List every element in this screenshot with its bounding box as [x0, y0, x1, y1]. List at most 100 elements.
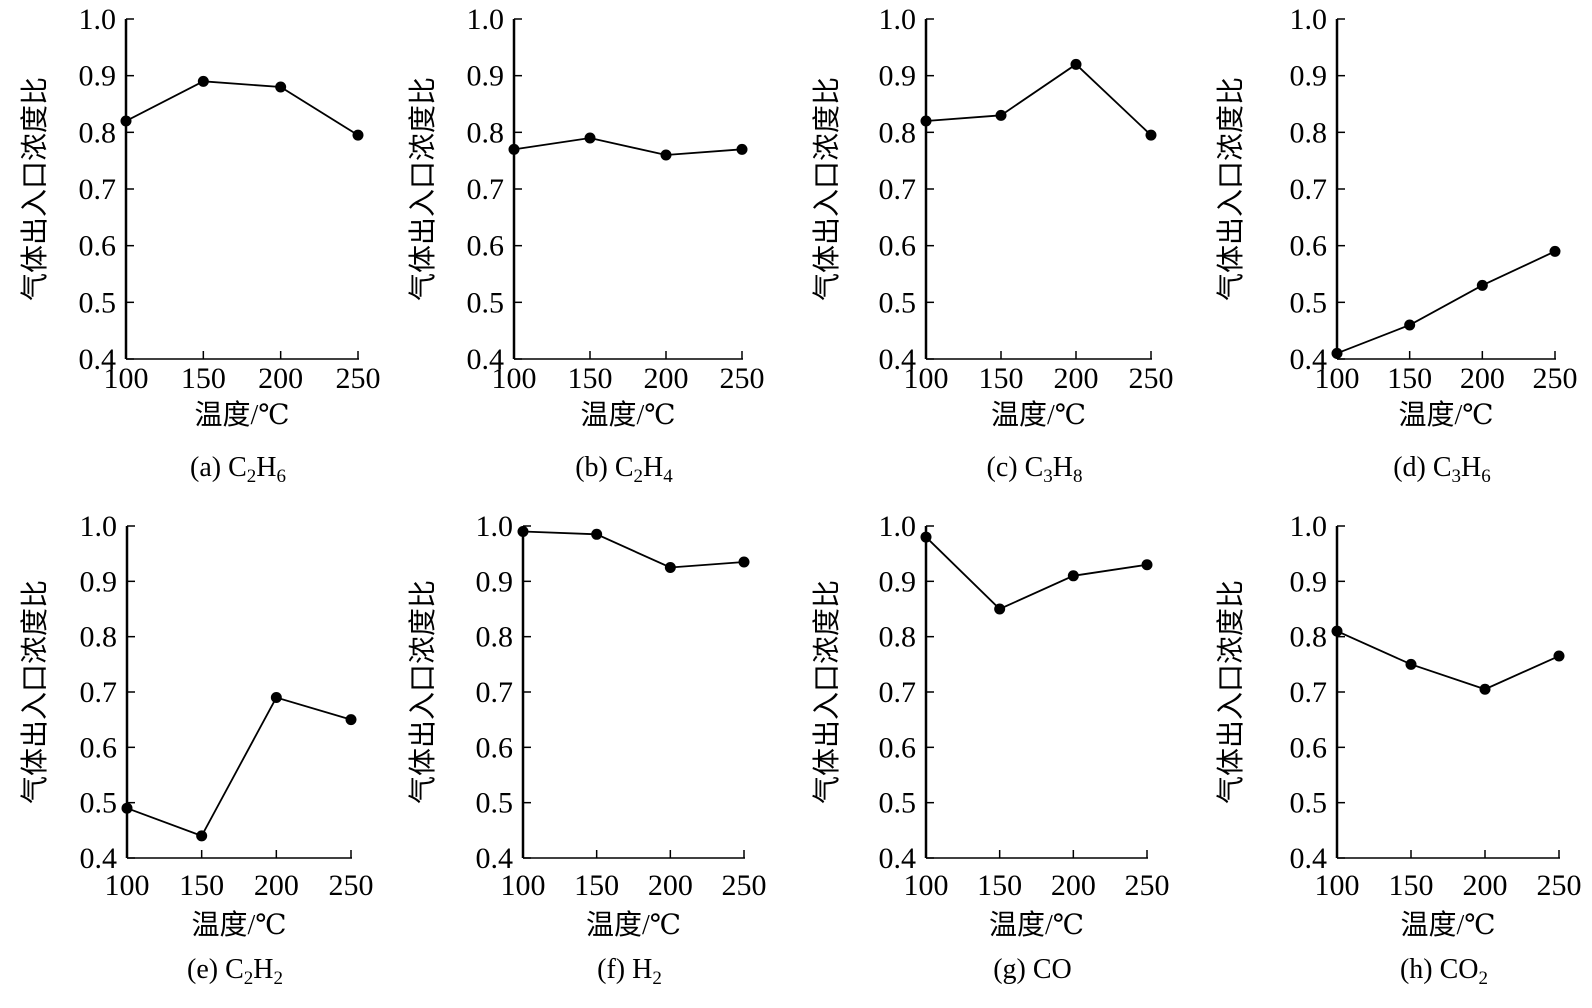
- panel-caption: (f) H2: [597, 954, 662, 989]
- y-tick-label: 0.6: [80, 731, 118, 764]
- y-tick-label: 0.4: [476, 842, 514, 875]
- x-tick-label: 100: [1315, 362, 1360, 395]
- data-point: [1067, 570, 1079, 582]
- series-line: [1336, 250, 1556, 355]
- y-tick-label: 1.0: [1290, 3, 1328, 36]
- data-point: [517, 526, 529, 538]
- y-tick-label: 0.5: [467, 286, 505, 319]
- data-point: [1331, 347, 1343, 359]
- panel-e: 0.4 0.5 0.6 0.7 0.8 0.9 1.0 100 150 200 250 温度/℃ 气体出…: [19, 510, 374, 989]
- x-tick-label: 100: [904, 362, 949, 395]
- data-point: [345, 714, 357, 726]
- x-tick-label: 100: [492, 362, 537, 395]
- x-axis-title: 温度/℃: [194, 399, 289, 431]
- panel-d: 0.4 0.5 0.6 0.7 0.8 0.9 1.0 100 150 200 250 温度/℃ 气体出…: [1215, 3, 1578, 487]
- panel-caption: (a) C2H6: [190, 452, 286, 487]
- panel-g: 0.4 0.5 0.6 0.7 0.8 0.9 1.0 100 150 200 250 温度/℃ 气体出…: [811, 510, 1170, 985]
- x-axis-title: 温度/℃: [1400, 909, 1495, 941]
- x-tick-label: 200: [644, 362, 689, 395]
- y-tick-label: 0.9: [476, 565, 514, 598]
- panel-caption: (h) CO2: [1400, 954, 1488, 989]
- x-tick-label: 250: [336, 362, 381, 395]
- y-tick-label: 0.7: [80, 676, 118, 709]
- y-tick-label: 0.8: [879, 621, 917, 654]
- y-tick-label: 0.6: [1290, 731, 1328, 764]
- data-point: [920, 115, 932, 127]
- data-point: [120, 115, 132, 127]
- x-axis-title: 温度/℃: [989, 909, 1084, 941]
- data-point: [1141, 559, 1153, 571]
- y-tick-label: 1.0: [879, 3, 917, 36]
- x-tick-label: 150: [181, 362, 226, 395]
- y-tick-label: 0.4: [879, 842, 917, 875]
- panel-caption: (g) CO: [993, 954, 1072, 985]
- y-tick-label: 0.7: [879, 676, 917, 709]
- x-tick-label: 100: [105, 869, 150, 902]
- y-tick-label: 0.9: [467, 60, 505, 93]
- y-axis-title: 气体出入口浓度比: [1215, 77, 1247, 301]
- y-tick-label: 0.5: [879, 286, 917, 319]
- data-point: [660, 149, 672, 161]
- y-tick-label: 1.0: [879, 510, 917, 543]
- data-point: [1479, 683, 1491, 695]
- y-tick-label: 1.0: [476, 510, 514, 543]
- x-tick-label: 150: [568, 362, 613, 395]
- panel-c: 0.4 0.5 0.6 0.7 0.8 0.9 1.0 100 150 200 250 温度/℃ 气体出…: [811, 3, 1174, 487]
- x-axis-title: 温度/℃: [991, 399, 1086, 431]
- y-tick-label: 0.9: [1290, 565, 1328, 598]
- x-tick-label: 150: [977, 869, 1022, 902]
- x-tick-label: 250: [722, 869, 767, 902]
- series-line: [925, 63, 1152, 136]
- data-point: [1404, 319, 1416, 331]
- y-tick-label: 0.8: [467, 116, 505, 149]
- data-point: [736, 143, 748, 155]
- y-tick-label: 0.9: [879, 565, 917, 598]
- x-tick-label: 100: [501, 869, 546, 902]
- data-point: [738, 556, 750, 568]
- x-tick-label: 200: [258, 362, 303, 395]
- data-point: [196, 830, 208, 842]
- y-tick-label: 0.4: [80, 842, 118, 875]
- data-point: [197, 75, 209, 87]
- data-point: [994, 603, 1006, 615]
- x-tick-label: 200: [1460, 362, 1505, 395]
- data-point: [1476, 279, 1488, 291]
- x-axis-title: 温度/℃: [580, 399, 675, 431]
- x-tick-label: 150: [1387, 362, 1432, 395]
- y-axis-title: 气体出入口浓度比: [407, 580, 439, 804]
- x-tick-label: 150: [979, 362, 1024, 395]
- x-tick-label: 150: [179, 869, 224, 902]
- y-axis-title: 气体出入口浓度比: [19, 580, 51, 804]
- series-line: [522, 530, 745, 569]
- y-axis-title: 气体出入口浓度比: [811, 580, 843, 804]
- x-tick-label: 250: [329, 869, 374, 902]
- y-tick-label: 0.6: [879, 230, 917, 263]
- y-tick-label: 0.9: [79, 60, 117, 93]
- y-tick-label: 0.9: [1290, 60, 1328, 93]
- x-tick-label: 200: [1054, 362, 1099, 395]
- x-tick-label: 200: [254, 869, 299, 902]
- data-point: [1145, 129, 1157, 141]
- y-tick-label: 0.5: [79, 286, 117, 319]
- panel-caption: (b) C2H4: [575, 452, 673, 487]
- y-tick-label: 0.8: [879, 116, 917, 149]
- data-point: [1405, 658, 1417, 670]
- y-axis-title: 气体出入口浓度比: [811, 77, 843, 301]
- data-point: [1070, 58, 1082, 70]
- y-tick-label: 0.8: [1290, 621, 1328, 654]
- y-tick-label: 0.7: [467, 173, 505, 206]
- panel-f: 0.4 0.5 0.6 0.7 0.8 0.9 1.0 100 150 200 250 温度/℃ 气体出…: [407, 510, 767, 989]
- data-point: [1549, 245, 1561, 257]
- series-line: [513, 137, 743, 156]
- x-tick-label: 100: [1315, 869, 1360, 902]
- panel-caption: (e) C2H2: [187, 954, 283, 989]
- x-tick-label: 250: [1537, 869, 1582, 902]
- y-tick-label: 1.0: [80, 510, 118, 543]
- y-tick-label: 0.7: [79, 173, 117, 206]
- panel-h: 0.4 0.5 0.6 0.7 0.8 0.9 1.0 100 150 200 250 温度/℃ 气体出…: [1215, 510, 1582, 989]
- y-tick-label: 0.8: [80, 621, 118, 654]
- x-tick-label: 100: [904, 869, 949, 902]
- data-point: [664, 562, 676, 573]
- y-axis-title: 气体出入口浓度比: [19, 77, 51, 301]
- data-point: [121, 802, 133, 814]
